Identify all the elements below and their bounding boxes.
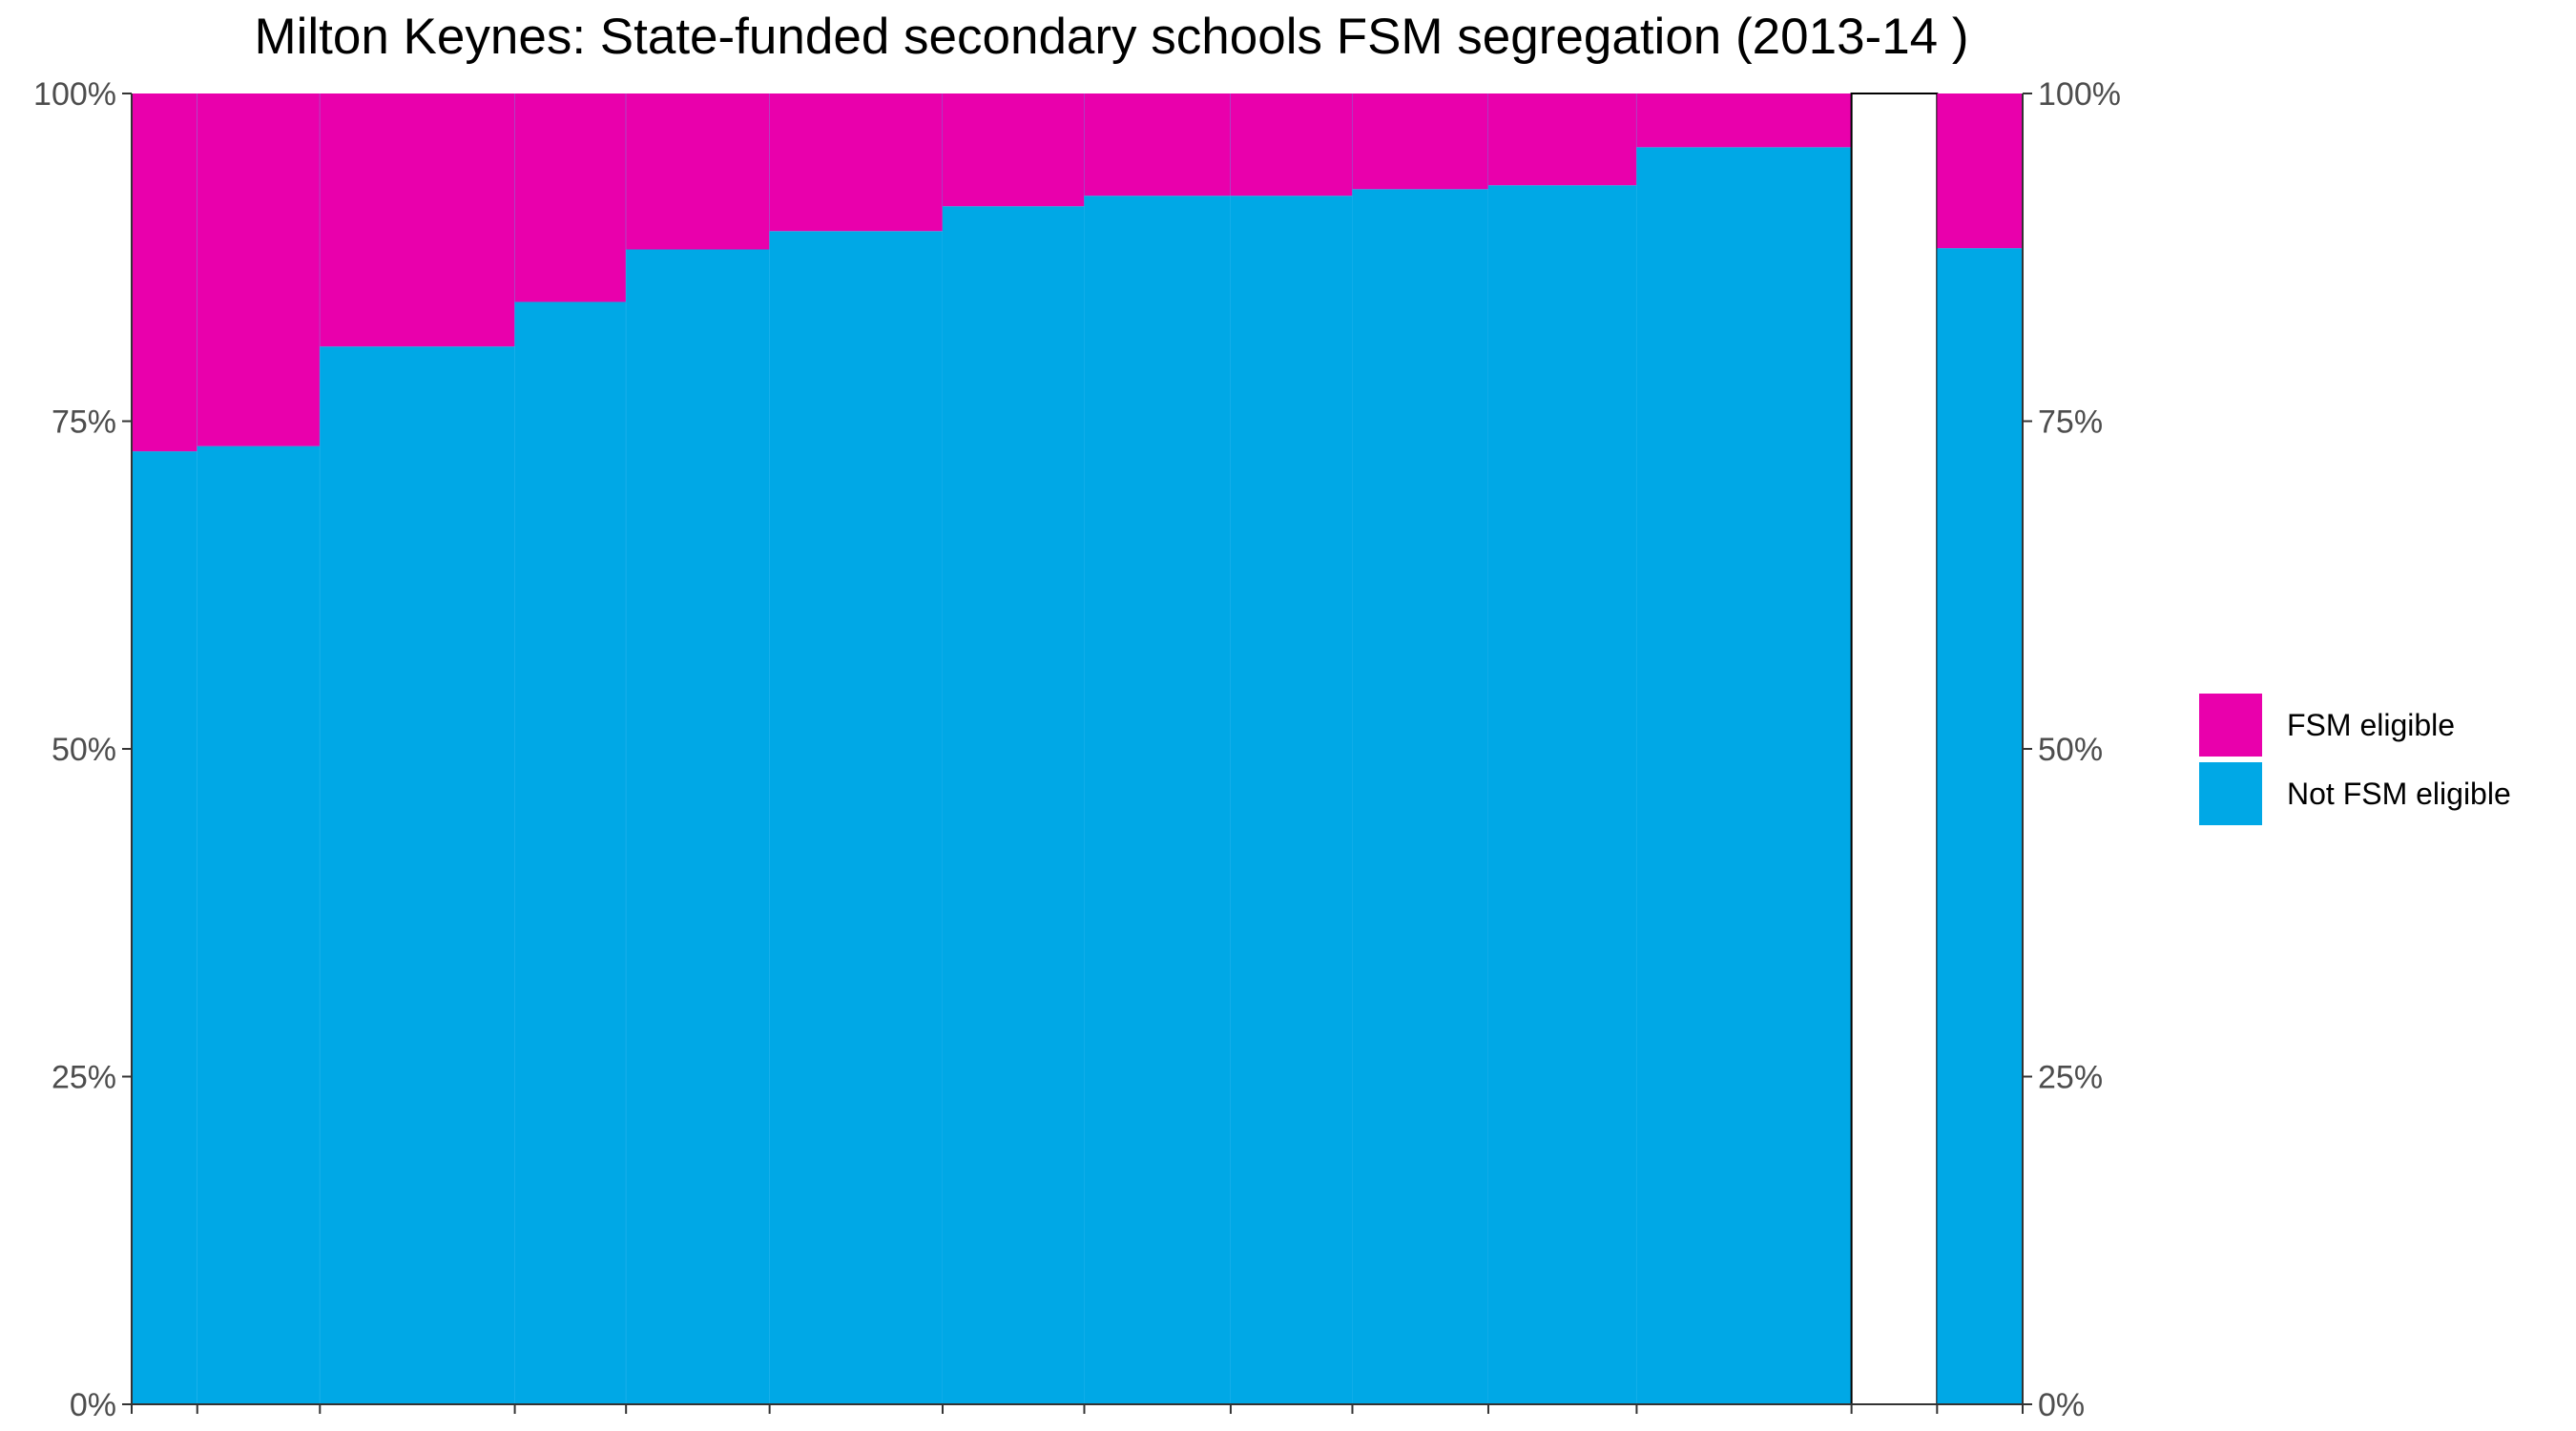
bar-fsm-4: [626, 93, 770, 250]
bar-fsm-7: [1084, 93, 1231, 197]
bar-fsm-2: [320, 93, 515, 347]
y-tick-label-left: 100%: [33, 76, 116, 113]
bar-not-fsm-total: [1937, 248, 2023, 1405]
y-tick-label-right: 50%: [2038, 732, 2103, 768]
bar-fsm-6: [942, 93, 1085, 207]
legend-label-fsm: FSM eligible: [2287, 708, 2455, 742]
bar-not-fsm-1: [197, 446, 321, 1405]
bar-fsm-11: [1636, 93, 1852, 148]
y-tick-label-left: 0%: [70, 1387, 116, 1423]
bar-not-fsm-6: [942, 206, 1085, 1404]
y-tick-label-right: 25%: [2038, 1060, 2103, 1096]
bar-not-fsm-7: [1084, 196, 1231, 1404]
bar-not-fsm-0: [132, 451, 197, 1404]
legend: FSM eligible Not FSM eligible: [2199, 694, 2511, 825]
legend-key-not-fsm: [2199, 762, 2262, 825]
bar-not-fsm-11: [1636, 147, 1852, 1405]
bar-not-fsm-2: [320, 346, 515, 1404]
bar-fsm-1: [197, 93, 321, 446]
y-tick-label-left: 50%: [52, 732, 116, 768]
legend-label-not-fsm: Not FSM eligible: [2287, 777, 2511, 811]
bar-fsm-0: [132, 93, 197, 452]
bar-fsm-total: [1937, 93, 2023, 249]
bar-not-fsm-9: [1352, 189, 1488, 1404]
bar-fsm-9: [1352, 93, 1488, 190]
y-tick-label-right: 100%: [2038, 76, 2121, 113]
bar-not-fsm-8: [1230, 196, 1353, 1404]
y-tick-label-right: 75%: [2038, 404, 2103, 441]
y-tick-label-left: 25%: [52, 1060, 116, 1096]
chart-title: Milton Keynes: State-funded secondary sc…: [254, 9, 1969, 65]
bar-fsm-5: [769, 93, 943, 232]
bar-fsm-10: [1487, 93, 1637, 186]
legend-key-fsm: [2199, 694, 2262, 757]
bars-group: [132, 93, 2023, 1405]
gap-column: [1850, 93, 1939, 1405]
y-tick-label-right: 0%: [2038, 1387, 2085, 1423]
bar-not-fsm-3: [514, 301, 627, 1404]
axes-group: 0% 0% 25% 25% 50% 50% 75% 75% 100% 100%: [33, 76, 2121, 1423]
bar-not-fsm-10: [1487, 185, 1637, 1405]
bar-not-fsm-4: [626, 249, 770, 1405]
bar-fsm-8: [1230, 93, 1353, 197]
bar-not-fsm-5: [769, 231, 943, 1404]
y-tick-label-left: 75%: [52, 404, 116, 441]
bar-fsm-3: [514, 93, 627, 302]
